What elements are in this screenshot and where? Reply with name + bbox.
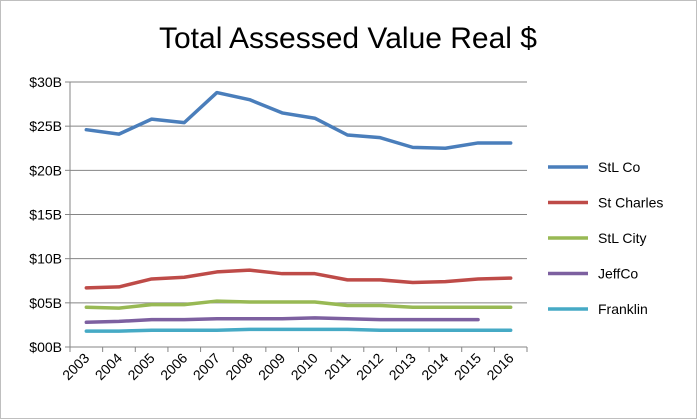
series-line-2	[84, 268, 513, 290]
x-tick-label: 2011	[321, 350, 354, 383]
x-tick-label: 2008	[222, 350, 255, 383]
x-tick-label: 2005	[124, 350, 157, 383]
series-line-3	[84, 299, 513, 310]
legend: StL Co St Charles StL City JeffCo Franklin	[548, 159, 663, 317]
y-tick-label: $05B	[29, 295, 62, 311]
x-tick-label: 2007	[190, 350, 223, 383]
y-tick-label: $00B	[29, 339, 62, 355]
x-tick-label: 2012	[353, 350, 386, 383]
x-tick-label: 2014	[418, 350, 451, 383]
y-tick-label: $30B	[29, 74, 62, 90]
x-tick-label: 2006	[157, 350, 190, 383]
x-tick-label: 2009	[255, 350, 288, 383]
x-tick-label: 2004	[92, 350, 125, 383]
x-axis-tick-labels: 2003 2004 2005 2006 2007 2008 2009 2010 2011 2012…	[59, 350, 517, 383]
x-tick-label: 2016	[483, 350, 516, 383]
y-tick-label: $10B	[29, 251, 62, 267]
legend-label: JeffCo	[598, 266, 638, 282]
chart-title: Total Assessed Value Real $	[159, 22, 537, 55]
axes	[65, 81, 528, 352]
series-line-5	[84, 327, 513, 333]
x-tick-label: 2015	[451, 350, 484, 383]
x-tick-label: 2013	[386, 350, 419, 383]
series-line-1	[84, 90, 513, 150]
series-line-4	[84, 316, 480, 325]
y-tick-label: $25B	[29, 118, 62, 134]
series-lines	[84, 90, 513, 333]
y-tick-label: $15B	[29, 207, 62, 223]
legend-label: St Charles	[598, 195, 663, 211]
x-tick-label: 2003	[59, 350, 92, 383]
y-tick-label: $20B	[29, 162, 62, 178]
legend-label: Franklin	[598, 301, 648, 317]
y-axis-tick-labels: $00B $05B $10B $15B $20B $25B $30B	[29, 74, 62, 355]
gridlines	[70, 81, 527, 304]
x-tick-label: 2010	[288, 350, 321, 383]
legend-label: StL Co	[598, 159, 640, 175]
legend-label: StL City	[598, 230, 647, 246]
